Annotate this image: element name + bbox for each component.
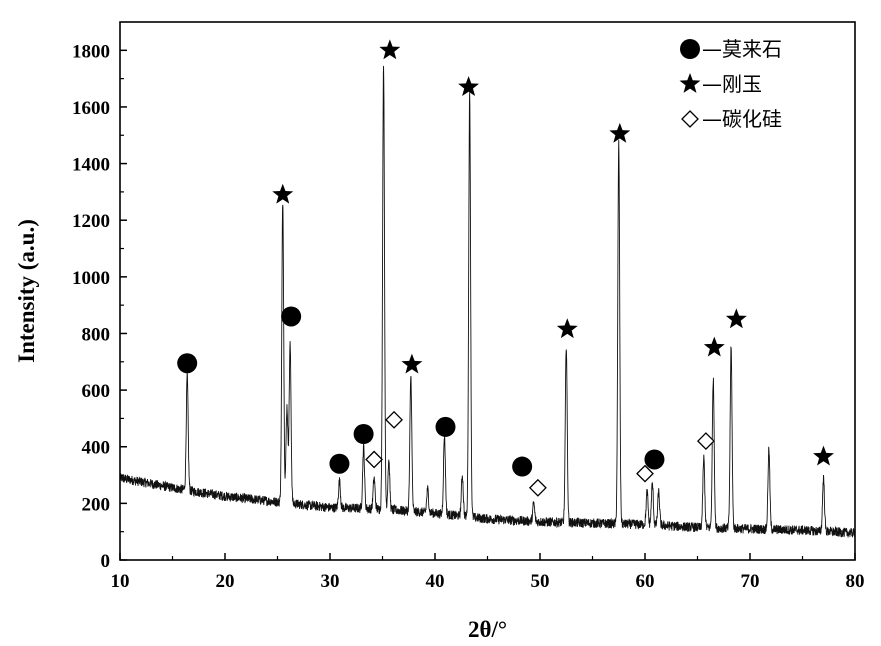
star-phase-marker — [609, 122, 631, 143]
circle-phase-marker — [177, 353, 198, 374]
y-tick-label: 1400 — [72, 155, 110, 176]
circle-phase-marker — [644, 449, 665, 470]
legend-label: —刚玉 — [702, 72, 762, 96]
y-tick-label: 800 — [82, 324, 111, 345]
circle-phase-marker — [329, 453, 350, 474]
star-phase-marker — [401, 353, 423, 374]
x-axis-title: 2θ/° — [468, 617, 507, 642]
diamond-phase-marker — [528, 478, 547, 497]
x-tick-label: 50 — [531, 571, 550, 592]
x-tick-label: 40 — [426, 571, 445, 592]
xrd-pattern-series — [119, 65, 856, 538]
x-tick-label: 60 — [636, 571, 655, 592]
diamond-phase-marker — [696, 432, 715, 450]
y-tick-label: 200 — [82, 494, 111, 515]
star-phase-marker — [813, 445, 834, 466]
y-tick-label: 1200 — [72, 211, 110, 232]
y-tick-label: 1600 — [72, 98, 110, 119]
legend: —莫来石 —刚玉 —碳化硅 — [679, 37, 782, 131]
legend-label: —碳化硅 — [702, 107, 782, 131]
y-tick-label: 1800 — [72, 41, 110, 62]
star-phase-marker — [725, 308, 747, 329]
circle-phase-marker — [353, 423, 374, 444]
xrd-trace-line — [119, 65, 856, 538]
phase-marker-layer — [177, 39, 834, 497]
x-tick-label: 70 — [741, 571, 760, 592]
y-tick-label: 600 — [82, 381, 111, 402]
circle-phase-marker — [435, 416, 456, 437]
legend-diamond-symbol — [681, 110, 699, 128]
legend-star-symbol — [679, 73, 701, 93]
star-phase-marker — [272, 183, 294, 204]
x-tick-label: 80 — [846, 571, 865, 592]
diamond-phase-marker — [636, 464, 654, 483]
diamond-phase-marker — [385, 410, 403, 429]
y-tick-label: 0 — [101, 551, 111, 572]
circle-phase-marker — [512, 456, 533, 477]
y-tick-label: 400 — [82, 438, 111, 459]
legend-label: —莫来石 — [702, 37, 782, 61]
diamond-phase-marker — [365, 450, 384, 469]
plot-frame — [119, 21, 856, 561]
star-phase-marker — [379, 39, 401, 60]
y-axis-title: Intensity (a.u.) — [14, 219, 39, 363]
x-tick-label: 30 — [321, 571, 340, 592]
legend-circle-symbol — [680, 39, 700, 59]
star-phase-marker — [703, 336, 725, 357]
x-tick-label: 20 — [216, 571, 235, 592]
x-tick-label: 10 — [111, 571, 130, 592]
circle-phase-marker — [281, 306, 302, 327]
axis-ticks: 10 20 30 40 50 60 70 80020040060080010001200140… — [72, 41, 865, 592]
y-tick-label: 1000 — [72, 268, 110, 289]
star-phase-marker — [556, 318, 578, 339]
star-phase-marker — [458, 76, 480, 97]
